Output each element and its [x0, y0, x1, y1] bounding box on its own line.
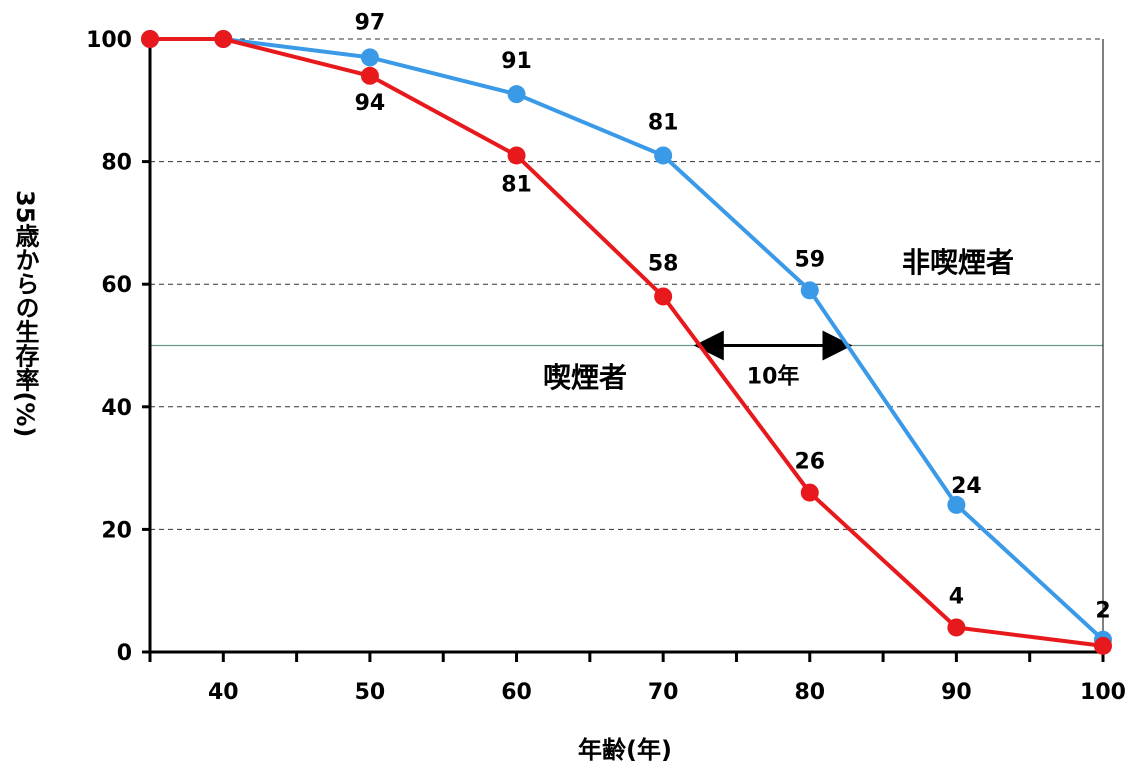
data-point — [800, 281, 819, 300]
data-point — [507, 146, 526, 165]
series-0: 97 91 81 59 24 2 非喫煙者 — [141, 10, 1112, 649]
x-tick-label: 40 — [208, 680, 239, 705]
data-label: 81 — [501, 172, 532, 197]
data-point — [654, 287, 673, 306]
y-tick-label: 100 — [86, 28, 132, 53]
series-1: 94 81 58 26 4 喫煙者 — [141, 30, 1112, 655]
data-point — [947, 495, 966, 514]
y-tick-label: 60 — [101, 273, 132, 298]
grid-lines — [150, 38, 1103, 530]
x-tick-label: 70 — [648, 680, 679, 705]
data-label: 26 — [794, 450, 825, 475]
data-label: 59 — [794, 247, 825, 272]
x-tick-label: 90 — [941, 680, 972, 705]
y-tick-label: 80 — [101, 151, 132, 176]
data-label: 58 — [648, 251, 679, 276]
data-point — [507, 85, 526, 104]
data-label: 97 — [355, 10, 386, 35]
data-label: 24 — [951, 474, 982, 499]
annotation: 10年 — [693, 330, 853, 390]
y-axis-title: 35歳からの生存率(%) — [11, 190, 39, 438]
data-point — [947, 618, 966, 637]
data-point — [360, 48, 379, 67]
data-label: 81 — [648, 110, 679, 135]
x-tick-label: 80 — [794, 680, 825, 705]
data-point — [654, 146, 673, 165]
data-point — [1094, 636, 1112, 655]
y-tick-label: 20 — [101, 518, 132, 543]
x-tick-label: 100 — [1080, 680, 1126, 705]
data-point — [141, 30, 159, 48]
annotation-label: 10年 — [747, 364, 800, 390]
x-axis-title: 年齢(年) — [578, 736, 672, 764]
series-line — [150, 37, 1104, 648]
data-label: 91 — [501, 49, 532, 74]
data-point — [360, 66, 379, 85]
x-tick-label: 50 — [355, 680, 386, 705]
series-name-label: 非喫煙者 — [902, 246, 1014, 279]
data-label: 2 — [1095, 599, 1110, 624]
data-point — [800, 483, 819, 502]
axes — [142, 37, 1105, 662]
y-tick-label: 0 — [117, 641, 132, 666]
x-tick-label: 60 — [501, 680, 532, 705]
series-group: 97 91 81 59 24 2 非喫煙者 94 81 58 26 4 喫煙者 — [141, 10, 1112, 655]
y-tick-label: 40 — [101, 396, 132, 421]
series-line — [150, 37, 1105, 642]
data-point — [214, 30, 233, 48]
series-name-label: 喫煙者 — [543, 361, 627, 394]
tick-labels: 40 50 60 70 80 90 100 0 20 40 60 80 100 — [86, 28, 1126, 705]
data-label: 4 — [949, 584, 964, 609]
data-label: 94 — [355, 91, 386, 116]
